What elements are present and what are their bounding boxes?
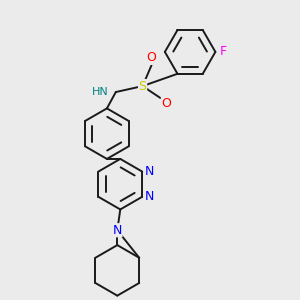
Text: O: O: [161, 98, 171, 110]
Text: HN: HN: [92, 87, 108, 97]
Text: F: F: [219, 45, 226, 58]
Text: O: O: [146, 51, 156, 64]
Text: N: N: [145, 165, 154, 178]
Text: S: S: [139, 80, 147, 93]
Text: N: N: [145, 190, 154, 203]
Text: N: N: [112, 224, 122, 237]
